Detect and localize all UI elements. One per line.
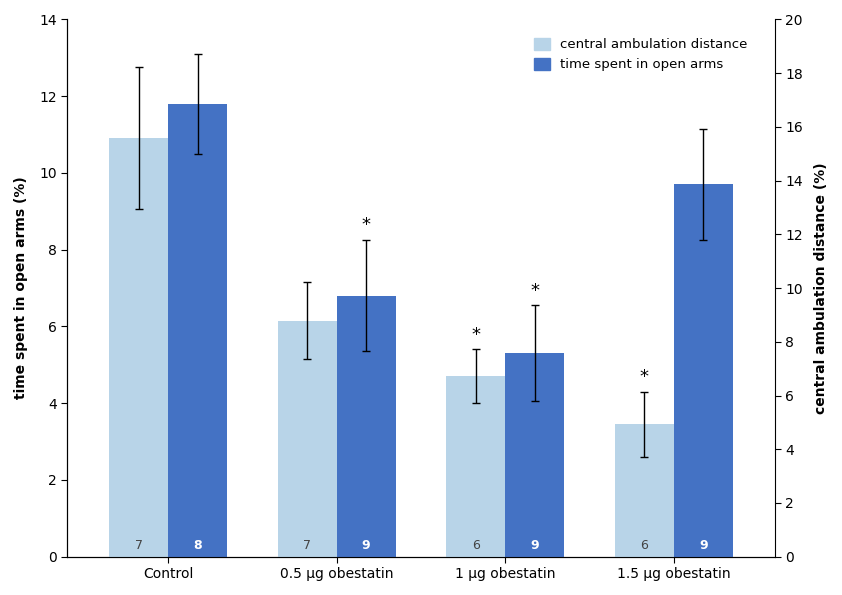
- Bar: [278, 321, 337, 557]
- Bar: [505, 353, 564, 557]
- Y-axis label: central ambulation distance (%): central ambulation distance (%): [814, 162, 829, 414]
- Bar: [109, 139, 168, 557]
- Text: 6: 6: [472, 539, 480, 552]
- Text: *: *: [530, 281, 539, 299]
- Text: *: *: [362, 217, 370, 234]
- Bar: [615, 424, 674, 557]
- Bar: [337, 296, 396, 557]
- Text: 9: 9: [699, 539, 707, 552]
- Bar: [674, 184, 733, 557]
- Text: 9: 9: [530, 539, 539, 552]
- Text: *: *: [640, 368, 648, 386]
- Text: 7: 7: [135, 539, 142, 552]
- Text: *: *: [472, 325, 480, 344]
- Bar: [168, 104, 227, 557]
- Text: 9: 9: [362, 539, 370, 552]
- Legend: central ambulation distance, time spent in open arms: central ambulation distance, time spent …: [527, 32, 754, 78]
- Text: 8: 8: [194, 539, 202, 552]
- Text: 7: 7: [303, 539, 312, 552]
- Bar: [446, 376, 505, 557]
- Y-axis label: time spent in open arms (%): time spent in open arms (%): [13, 177, 28, 399]
- Text: 6: 6: [640, 539, 648, 552]
